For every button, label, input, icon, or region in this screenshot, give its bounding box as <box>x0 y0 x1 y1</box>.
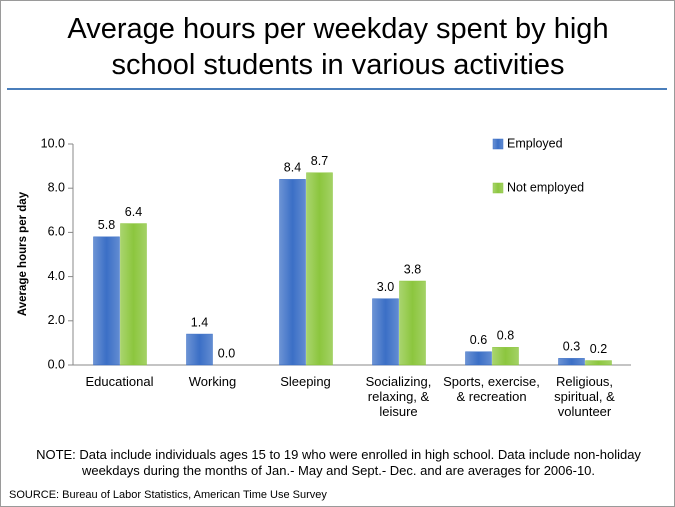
y-axis-label: Average hours per day <box>17 191 29 316</box>
x-tick-label: Sleeping <box>280 374 331 389</box>
x-tick-label: Educational <box>85 374 154 389</box>
value-label: 8.4 <box>284 161 301 175</box>
note: NOTE: Data include individuals ages 15 t… <box>36 447 641 478</box>
value-label: 8.7 <box>311 154 328 168</box>
legend-label: Not employed <box>507 180 584 194</box>
bar <box>372 298 399 366</box>
bar <box>306 172 333 366</box>
x-tick-label: Socializing, relaxing, & leisure <box>365 374 432 419</box>
bar <box>585 360 612 366</box>
legend-swatch <box>492 138 504 150</box>
y-tick-label: 8.0 <box>48 180 65 194</box>
chart: Average hours per day 0.0 2.0 4.0 6.0 8.0 10.… <box>17 136 631 371</box>
title-rule <box>7 88 667 90</box>
bar <box>492 347 519 366</box>
y-tick-label: 4.0 <box>48 269 65 283</box>
x-tick-label: Working <box>188 374 237 389</box>
value-label: 1.4 <box>191 315 208 329</box>
value-label: 3.0 <box>377 280 394 294</box>
value-label: 0.6 <box>470 333 487 347</box>
x-tick-label: Sports, exercise, & recreation <box>443 374 540 404</box>
y-tick-label: 2.0 <box>48 313 65 327</box>
y-tick-label: 6.0 <box>48 225 65 239</box>
value-label: 0.0 <box>218 346 235 360</box>
bar <box>399 280 426 366</box>
y-tick-label: 10.0 <box>41 136 65 150</box>
value-label: 0.3 <box>563 340 580 354</box>
bar <box>120 223 147 366</box>
bar <box>279 179 306 366</box>
legend-label: Employed <box>507 136 563 150</box>
bar <box>465 351 492 366</box>
x-tick-label: Religious, spiritual, & volunteer <box>554 374 615 419</box>
chart-title: Average hours per weekday spent by high … <box>67 13 609 81</box>
value-label: 5.8 <box>98 218 115 232</box>
bar <box>93 236 120 366</box>
y-tick-label: 0.0 <box>48 357 65 371</box>
value-label: 6.4 <box>125 205 142 219</box>
value-label: 3.8 <box>404 262 421 276</box>
legend-swatch <box>492 182 504 194</box>
value-label: 0.2 <box>590 342 607 356</box>
bar <box>186 333 213 366</box>
bar <box>558 358 585 366</box>
source: SOURCE: Bureau of Labor Statistics, Amer… <box>9 489 327 501</box>
value-label: 0.8 <box>497 329 514 343</box>
